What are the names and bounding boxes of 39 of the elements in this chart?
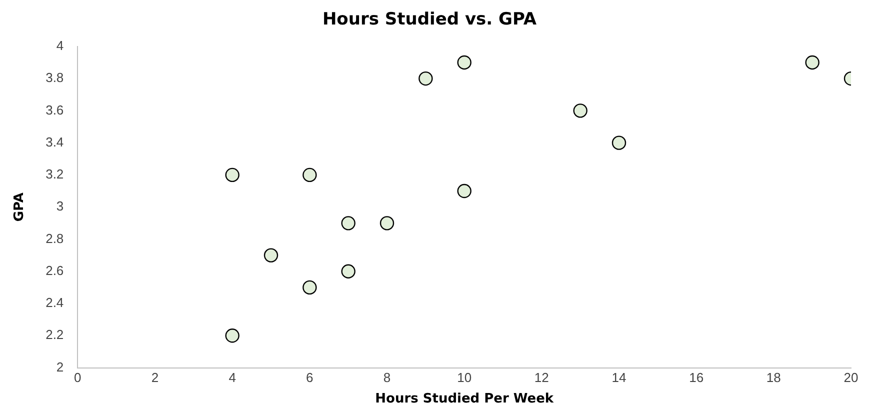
y-tick-label: 3 [56,198,64,214]
point [418,71,433,86]
point [264,248,278,262]
x-tick-label: 6 [306,370,314,386]
y-tick-label: 3.4 [46,134,64,150]
point [805,55,820,70]
x-tick-label: 2 [151,370,159,386]
point [225,328,240,343]
point [341,264,356,278]
point [302,280,317,295]
point [225,168,240,182]
x-tick-label: 4 [228,370,236,386]
chart-title: Hours Studied vs. GPA [322,10,538,30]
point [302,168,317,182]
y-tick-label: 2.8 [46,230,64,246]
point [457,55,472,70]
x-tick-label: 0 [74,370,82,386]
x-tick-label: 18 [766,370,781,386]
x-tick-label: 20 [844,370,858,386]
y-tick-label: 4 [56,38,64,53]
x-tick-label: 8 [383,370,391,386]
x-tick-label: 10 [457,370,472,386]
y-tick-label: 2.2 [46,327,64,342]
x-axis-title: Hours Studied Per Week [375,392,554,407]
point [380,216,394,230]
y-tick-label: 3.6 [46,102,64,118]
x-tick-label: 14 [612,370,626,386]
y-tick-label: 2 [56,359,64,374]
point [341,216,356,230]
x-tick-label: 16 [689,370,704,386]
y-tick-label: 3.2 [46,166,64,182]
y-tick-label: 3.8 [46,70,64,86]
point [573,104,588,118]
x-tick-label: 12 [534,370,549,386]
point [612,136,626,150]
point [457,184,472,198]
y-tick-label: 2.4 [46,295,64,310]
y-axis-title: GPA [12,192,28,222]
y-tick-label: 2.6 [46,262,64,278]
